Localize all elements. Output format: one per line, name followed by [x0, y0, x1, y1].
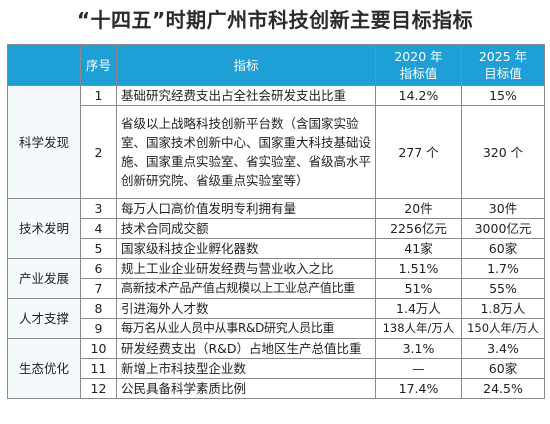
- value-2020: 2256亿元: [375, 218, 462, 239]
- value-2020: 20件: [375, 198, 462, 219]
- row-number: 9: [80, 318, 117, 339]
- value-2020: 41家: [375, 238, 462, 259]
- value-2020: 14.2%: [375, 85, 462, 106]
- header-indicator: 指标: [116, 44, 376, 86]
- value-2020: 277 个: [375, 105, 462, 199]
- value-2020: 1.51%: [375, 258, 462, 279]
- indicator-name: 引进海外人才数: [116, 298, 376, 319]
- value-2020: 138人年/万人: [375, 318, 462, 339]
- table-row: 产业发展 6 规上工业企业研发经费与营业收入之比 1.51% 1.7%: [7, 258, 545, 299]
- row-number: 11: [80, 358, 117, 379]
- indicator-name: 每万人口高价值发明专利拥有量: [116, 198, 376, 219]
- row-number: 5: [80, 238, 117, 259]
- value-2020: 1.4万人: [375, 298, 462, 319]
- header-category: [7, 44, 81, 86]
- value-2020: 3.1%: [375, 338, 462, 359]
- page-title: “十四五”时期广州市科技创新主要目标指标: [76, 8, 474, 32]
- category-industry: 产业发展: [7, 258, 81, 299]
- table-row: 生态优化 10 研发经费支出（R&D）占地区生产总值比重 3.1% 3.4%: [7, 338, 545, 399]
- indicator-name: 每万名从业人员中从事R&D研究人员比重: [116, 318, 376, 339]
- indicator-name: 国家级科技企业孵化器数: [116, 238, 376, 259]
- value-2025: 320 个: [461, 105, 545, 199]
- indicator-name: 新增上市科技型企业数: [116, 358, 376, 379]
- row-number: 10: [80, 338, 117, 359]
- table-row: 科学发现 1 基础研究经费支出占全社会研发支出比重 14.2% 15%: [7, 85, 545, 199]
- table-row: 人才支撑 8 引进海外人才数 1.4万人 1.8万人: [7, 298, 545, 339]
- table-row: 11 新增上市科技型企业数 — 60家: [8, 358, 545, 379]
- indicator-name: 研发经费支出（R&D）占地区生产总值比重: [116, 338, 376, 359]
- value-2025: 60家: [461, 358, 545, 379]
- target-indicators-table: 序号 指标 2020 年 指标值 2025 年 目标值 科学发现 1 基础研究经…: [7, 44, 545, 399]
- indicator-name: 基础研究经费支出占全社会研发支出比重: [116, 85, 376, 106]
- table-row: 2 省级以上战略科技创新平台数（含国家实验室、国家技术创新中心、国家重大科技基础…: [8, 105, 545, 199]
- indicator-name: 技术合同成交额: [116, 218, 376, 239]
- table-row: 12 公民具备科学素质比例 17.4% 24.5%: [8, 378, 545, 399]
- row-number: 4: [80, 218, 117, 239]
- value-2025: 60家: [461, 238, 545, 259]
- value-2025: 150人年/万人: [461, 318, 545, 339]
- table-header-row: 序号 指标 2020 年 指标值 2025 年 目标值: [7, 44, 545, 86]
- table-row: 技术发明 3 每万人口高价值发明专利拥有量 20件 30件: [7, 198, 545, 259]
- value-2025: 1.7%: [461, 258, 545, 279]
- row-number: 1: [80, 85, 117, 106]
- category-ecology: 生态优化: [7, 338, 81, 399]
- category-science: 科学发现: [7, 85, 81, 199]
- row-number: 2: [80, 105, 117, 199]
- category-talent: 人才支撑: [7, 298, 81, 339]
- value-2025: 24.5%: [461, 378, 545, 399]
- row-number: 6: [80, 258, 117, 279]
- value-2025: 55%: [461, 278, 545, 299]
- value-2020: —: [375, 358, 462, 379]
- table-row: 9 每万名从业人员中从事R&D研究人员比重 138人年/万人 150人年/万人: [8, 318, 545, 339]
- value-2025: 15%: [461, 85, 545, 106]
- row-number: 12: [80, 378, 117, 399]
- value-2020: 51%: [375, 278, 462, 299]
- value-2025: 3000亿元: [461, 218, 545, 239]
- table-row: 5 国家级科技企业孵化器数 41家 60家: [8, 238, 545, 259]
- category-tech: 技术发明: [7, 198, 81, 259]
- value-2020: 17.4%: [375, 378, 462, 399]
- row-number: 7: [80, 278, 117, 299]
- header-value-2025: 2025 年 目标值: [461, 44, 545, 86]
- indicator-name: 高新技术产品产值占规模以上工业总产值比重: [116, 278, 376, 299]
- value-2025: 1.8万人: [461, 298, 545, 319]
- indicator-name: 省级以上战略科技创新平台数（含国家实验室、国家技术创新中心、国家重大科技基础设施…: [116, 105, 376, 199]
- indicator-name: 规上工业企业研发经费与营业收入之比: [116, 258, 376, 279]
- value-2025: 30件: [461, 198, 545, 219]
- row-number: 8: [80, 298, 117, 319]
- header-value-2020: 2020 年 指标值: [375, 44, 462, 86]
- table-row: 7 高新技术产品产值占规模以上工业总产值比重 51% 55%: [8, 278, 545, 299]
- indicator-name: 公民具备科学素质比例: [116, 378, 376, 399]
- value-2025: 3.4%: [461, 338, 545, 359]
- header-index: 序号: [80, 44, 117, 86]
- table-row: 4 技术合同成交额 2256亿元 3000亿元: [8, 218, 545, 239]
- row-number: 3: [80, 198, 117, 219]
